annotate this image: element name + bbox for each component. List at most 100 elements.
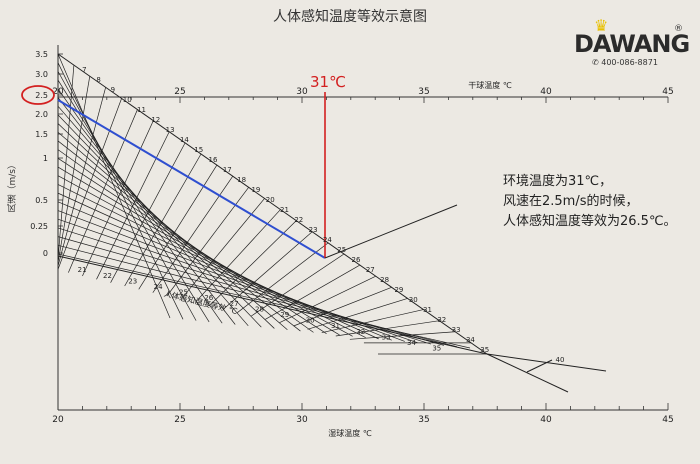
grid-line-temperature — [307, 298, 408, 330]
upper-edge-label: 31 — [423, 306, 432, 314]
grid-line-temperature — [208, 220, 297, 307]
grid-line-temperature — [293, 287, 392, 327]
tail-line-2 — [486, 353, 569, 393]
top-axis-tick-label: 35 — [418, 87, 429, 97]
upper-edge-label: 32 — [437, 316, 446, 324]
top-axis-label: 干球温度 ℃ — [468, 80, 512, 90]
upper-edge-label: 7 — [82, 66, 86, 74]
grid-line-speed — [57, 149, 314, 333]
y-axis-tick-label: 1 — [43, 154, 48, 163]
grid-line-speed — [57, 62, 184, 320]
page-title: 人体感知温度等效示意图 — [273, 9, 427, 25]
y-axis-tick-label: 2.5 — [35, 91, 48, 100]
grid-line-temperature — [82, 120, 154, 277]
upper-edge-label: 30 — [409, 296, 418, 304]
grid-line-speed — [57, 105, 249, 327]
upper-edge-label: 16 — [209, 156, 218, 164]
grid-line-temperature — [57, 98, 122, 270]
y-axis-tick-label: 1.5 — [35, 130, 48, 139]
highlight-line — [57, 99, 326, 259]
note-line-1: 环境温度为31℃， — [503, 174, 613, 189]
y-axis-tick-label: 3.0 — [35, 70, 48, 79]
grid-line-speed — [57, 253, 471, 349]
upper-edge-label: 8 — [96, 76, 100, 84]
registered-mark: ® — [674, 24, 683, 34]
lower-edge-label: 26 — [204, 294, 213, 302]
top-axis-tick-label: 45 — [662, 87, 673, 97]
upper-edge-label: 34 — [466, 336, 475, 344]
grid-line-temperature — [349, 331, 456, 340]
grid-line-speed — [57, 97, 236, 325]
crown-icon: ♛ — [594, 16, 609, 35]
upper-edge-label: 15 — [194, 146, 203, 154]
lower-edge-label: 35 — [432, 345, 441, 353]
grid-line-speed — [57, 53, 171, 319]
grid-line-temperature — [321, 309, 424, 334]
upper-edge-label: 14 — [180, 136, 189, 144]
upper-edge-label: 26 — [352, 256, 361, 264]
lower-edge-label: 27 — [230, 300, 239, 308]
grid-line-speed — [57, 79, 210, 323]
grid-line-speed — [57, 71, 197, 321]
lower-edge-label: 29 — [280, 311, 289, 319]
upper-edge-label: 24 — [323, 236, 332, 244]
upper-edge-label: 21 — [280, 206, 289, 214]
upper-edge-label: 17 — [223, 166, 232, 174]
y-axis-tick-label: 0.25 — [30, 222, 48, 231]
note-line-3: 人体感知温度等效为26.5℃。 — [503, 214, 677, 229]
grid-line-temperature — [251, 253, 345, 317]
upper-boundary — [57, 53, 488, 355]
tail-label: 40 — [556, 356, 565, 364]
y-axis-tick-label: 0 — [43, 249, 48, 258]
lower-edge-label: 22 — [103, 272, 112, 280]
upper-edge-label: 11 — [137, 106, 146, 114]
bottom-axis-tick-label: 35 — [418, 415, 429, 425]
upper-edge-label: 28 — [380, 276, 389, 284]
upper-edge-label: 10 — [123, 96, 132, 104]
note-line-2: 风速在2.5m/s的时候， — [503, 194, 639, 209]
logo-phone: ✆ 400-086-8871 — [592, 58, 658, 67]
grid-line-speed — [57, 175, 353, 337]
lower-edge-label: 21 — [78, 266, 87, 274]
upper-edge-label: 19 — [251, 186, 260, 194]
upper-edge-label: 22 — [294, 216, 303, 224]
lower-edge-label: 34 — [407, 339, 416, 347]
marker-temperature-label: 31℃ — [310, 73, 346, 91]
explanation-note: 环境温度为31℃， 风速在2.5m/s的时候， 人体感知温度等效为26.5℃。 — [503, 172, 677, 232]
bottom-axis-tick-label: 30 — [296, 415, 308, 425]
grid-line-speed — [57, 88, 223, 324]
upper-edge-label: 29 — [394, 286, 403, 294]
upper-edge-label: 18 — [237, 176, 246, 184]
tail-line-3 — [526, 359, 553, 373]
upper-edge-label: 33 — [452, 326, 461, 334]
highlight-circle — [21, 85, 55, 105]
bottom-axis-tick-label: 25 — [174, 415, 185, 425]
upper-edge-label: 12 — [151, 116, 160, 124]
grid-line-temperature — [194, 209, 281, 303]
grid-line-temperature — [68, 109, 138, 273]
bottom-axis-tick-label: 20 — [52, 415, 64, 425]
grid-line-temperature — [57, 65, 75, 260]
bottom-axis-tick-label: 40 — [540, 415, 552, 425]
bottom-axis-label: 湿球温度 ℃ — [328, 428, 372, 438]
grid-line-temperature — [265, 264, 361, 320]
y-axis-tick-label: 3.5 — [35, 50, 48, 59]
upper-edge-label: 23 — [309, 226, 318, 234]
grid-line-temperature — [110, 142, 186, 283]
grid-line-temperature — [279, 275, 376, 323]
y-axis-label: 风速（m/s） — [8, 160, 18, 213]
lower-edge-label: 23 — [128, 277, 137, 285]
extension-line — [324, 204, 458, 259]
grid-line-temperature — [96, 131, 170, 280]
y-axis-tick-label: 2.0 — [35, 110, 48, 119]
upper-edge-label: 13 — [166, 126, 175, 134]
grid-line-temperature — [222, 231, 313, 310]
upper-edge-label: 27 — [366, 266, 375, 274]
grid-line-temperature — [237, 242, 329, 313]
lower-edge-label: 33 — [382, 333, 391, 341]
brand-logo: ♛ DAWANG ® ✆ 400-086-8871 — [572, 16, 692, 68]
grid-line-temperature — [57, 76, 91, 263]
grid-line-temperature — [180, 198, 265, 300]
upper-edge-label: 25 — [337, 246, 346, 254]
